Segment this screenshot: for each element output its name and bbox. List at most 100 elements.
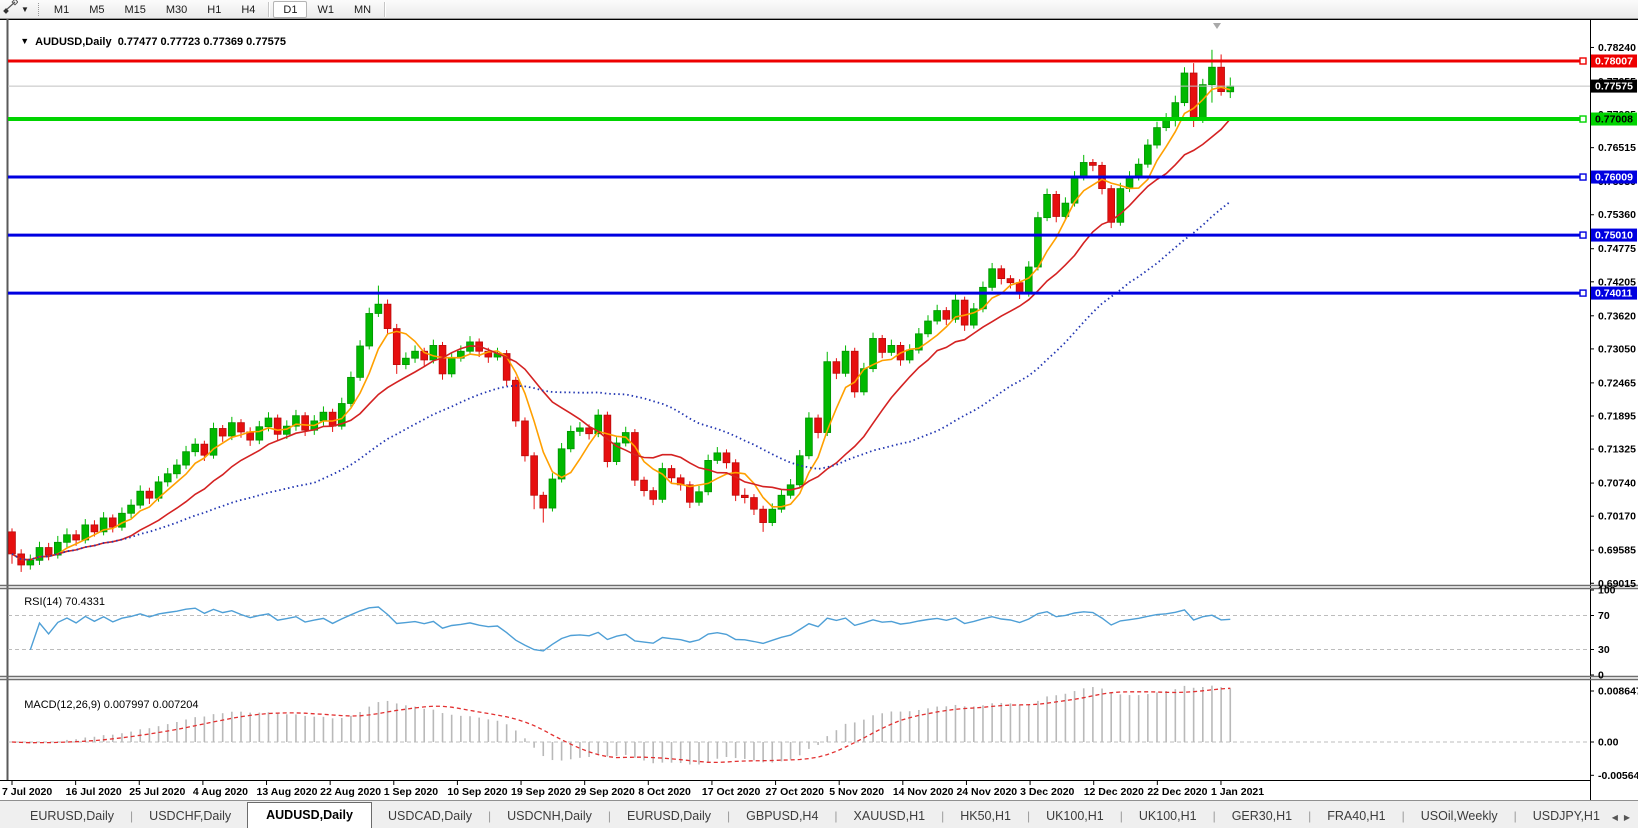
tab-separator: | <box>130 809 134 823</box>
svg-text:25 Jul 2020: 25 Jul 2020 <box>129 786 185 798</box>
svg-text:0.73050: 0.73050 <box>1598 343 1636 355</box>
ma-mid-line <box>11 118 1231 561</box>
ma-slow-line <box>11 200 1231 561</box>
rsi-scale[interactable]: 100 70 30 0 <box>1590 585 1616 682</box>
chart-tab-xauusd-h1[interactable]: XAUUSD,H1 <box>853 809 926 823</box>
tab-separator: | <box>488 809 492 823</box>
timeframe-button-m1[interactable]: M1 <box>53 3 70 16</box>
timeframe-button-h4[interactable]: H4 <box>241 3 256 16</box>
svg-text:7 Jul 2020: 7 Jul 2020 <box>2 786 52 798</box>
one-click-collapse-icon[interactable]: ▼ <box>20 36 30 46</box>
macd-indicator-label: MACD(12,26,9) 0.007997 0.007204 <box>24 699 199 711</box>
chevron-down-icon: ▼ <box>21 4 29 14</box>
svg-text:14 Nov 2020: 14 Nov 2020 <box>893 786 954 798</box>
timeframe-button-m15[interactable]: M15 <box>124 3 146 16</box>
svg-text:16 Jul 2020: 16 Jul 2020 <box>66 786 122 798</box>
chart-tab-hk50-h1[interactable]: HK50,H1 <box>960 809 1011 823</box>
svg-text:0.71895: 0.71895 <box>1598 410 1636 422</box>
chart-frame <box>0 19 1638 800</box>
ohlc-close: 0.77575 <box>246 36 286 48</box>
timeframe-button-mn[interactable]: MN <box>353 3 372 16</box>
chart-tab-eurusd-daily[interactable]: EURUSD,Daily <box>626 809 712 823</box>
svg-text:0.75360: 0.75360 <box>1598 209 1636 221</box>
svg-text:22 Dec 2020: 22 Dec 2020 <box>1147 786 1207 798</box>
ohlc-high: 0.77723 <box>160 36 201 48</box>
chart-tab-usdchf-daily[interactable]: USDCHF,Daily <box>149 809 232 823</box>
tab-separator: | <box>1026 809 1031 823</box>
indicator-level-lines <box>8 615 1590 743</box>
svg-text:0.74775: 0.74775 <box>1598 243 1636 255</box>
line-studies-tool-button[interactable]: ▼ <box>0 0 33 18</box>
svg-text:0.76515: 0.76515 <box>1598 142 1636 154</box>
svg-text:0.77575: 0.77575 <box>1595 81 1633 93</box>
rsi-indicator-label: RSI(14) 70.4331 <box>24 596 105 608</box>
svg-text:0.70740: 0.70740 <box>1598 478 1636 490</box>
svg-text:10 Sep 2020: 10 Sep 2020 <box>447 786 507 798</box>
svg-text:0.74011: 0.74011 <box>1595 288 1633 300</box>
ohlc-low: 0.77369 <box>203 36 244 48</box>
chart-tab-usdcad-daily[interactable]: USDCAD,Daily <box>387 809 472 823</box>
svg-text:1 Sep 2020: 1 Sep 2020 <box>384 786 438 798</box>
svg-text:0.69015: 0.69015 <box>1598 578 1636 590</box>
svg-text:4 Aug 2020: 4 Aug 2020 <box>193 786 248 798</box>
chart-tab-usoil-weekly[interactable]: USOil,Weekly <box>1420 809 1498 823</box>
svg-text:70: 70 <box>1598 610 1610 622</box>
svg-text:0.78007: 0.78007 <box>1595 56 1633 68</box>
tab-separator: | <box>941 809 945 823</box>
tab-separator: | <box>1513 809 1517 823</box>
chart-tab-usdcnh-daily[interactable]: USDCNH,Daily <box>507 809 592 823</box>
timeframe-button-h1[interactable]: H1 <box>207 3 222 16</box>
tab-scroll-right-icon[interactable]: ▶ <box>1623 813 1630 822</box>
tab-separator: | <box>1308 809 1312 823</box>
svg-text:0.78240: 0.78240 <box>1598 42 1636 54</box>
tab-scroll-left-icon[interactable]: ◀ <box>1611 813 1618 822</box>
svg-text:30: 30 <box>1598 644 1610 656</box>
tab-separator: | <box>834 809 838 823</box>
svg-text:0.76009: 0.76009 <box>1595 172 1633 184</box>
svg-text:100: 100 <box>1598 585 1616 597</box>
chart-symbol-period: AUDUSD,Daily <box>35 36 112 48</box>
svg-text:5 Nov 2020: 5 Nov 2020 <box>829 786 884 798</box>
svg-text:0.70170: 0.70170 <box>1598 511 1636 523</box>
macd-values: 0.007997 0.007204 <box>103 699 199 711</box>
rsi-line <box>29 606 1231 652</box>
chart-window: 0.782400.776550.770850.765150.759300.753… <box>0 19 1638 800</box>
chart-tab-usdjpy-h1[interactable]: USDJPY,H1 <box>1532 809 1600 823</box>
chart-tab-audusd-daily[interactable]: AUDUSD,Daily <box>247 802 372 828</box>
svg-text:0.73620: 0.73620 <box>1598 310 1636 322</box>
svg-text:0.00: 0.00 <box>1598 737 1619 749</box>
svg-text:24 Nov 2020: 24 Nov 2020 <box>956 786 1017 798</box>
price-chart-canvas[interactable]: 0.782400.776550.770850.765150.759300.753… <box>0 19 1638 800</box>
tab-separator: | <box>1119 809 1123 823</box>
svg-text:17 Oct 2020: 17 Oct 2020 <box>702 786 761 798</box>
chart-tab-gbpusd-h4[interactable]: GBPUSD,H4 <box>746 809 819 823</box>
timeframe-toolbar: ▼ M1 M5 M15 M30 H1 H4 D1 W1 MN <box>0 0 1638 19</box>
chart-tab-uk100-h1[interactable]: UK100,H1 <box>1046 809 1104 823</box>
svg-text:0.69585: 0.69585 <box>1598 545 1636 557</box>
chart-shift-marker-icon <box>1213 23 1221 29</box>
svg-text:12 Dec 2020: 12 Dec 2020 <box>1084 786 1144 798</box>
support-resistance-lines[interactable] <box>8 57 1587 297</box>
price-scale[interactable]: 0.782400.776550.770850.765150.759300.753… <box>1590 42 1637 590</box>
chart-tab-eurusd-daily[interactable]: EURUSD,Daily <box>30 809 115 823</box>
macd-signal-line <box>11 687 1231 764</box>
chart-tab-uk100-h1[interactable]: UK100,H1 <box>1138 809 1197 823</box>
svg-text:19 Sep 2020: 19 Sep 2020 <box>511 786 571 798</box>
svg-text:0: 0 <box>1598 670 1604 682</box>
timeframe-button-m30[interactable]: M30 <box>165 3 188 16</box>
toolbar-separator <box>268 1 271 17</box>
chart-tab-ger30-h1[interactable]: GER30,H1 <box>1231 809 1293 823</box>
time-axis[interactable]: 7 Jul 2020 16 Jul 2020 25 Jul 2020 4 Aug 20… <box>2 781 1264 798</box>
chart-tab-fra40-h1[interactable]: FRA40,H1 <box>1327 809 1386 823</box>
timeframe-button-w1[interactable]: W1 <box>317 3 334 16</box>
svg-text:0.75010: 0.75010 <box>1595 230 1633 242</box>
timeframe-button-d1[interactable]: D1 <box>273 0 308 18</box>
timeframe-button-m5[interactable]: M5 <box>89 3 105 16</box>
svg-text:1 Jan 2021: 1 Jan 2021 <box>1211 786 1264 798</box>
chart-title: ▼ AUDUSD,Daily 0.77477 0.77723 0.77369 0.… <box>8 24 286 60</box>
svg-text:27 Oct 2020: 27 Oct 2020 <box>766 786 825 798</box>
rsi-value: 70.4331 <box>65 596 105 608</box>
svg-text:8 Oct 2020: 8 Oct 2020 <box>638 786 691 798</box>
